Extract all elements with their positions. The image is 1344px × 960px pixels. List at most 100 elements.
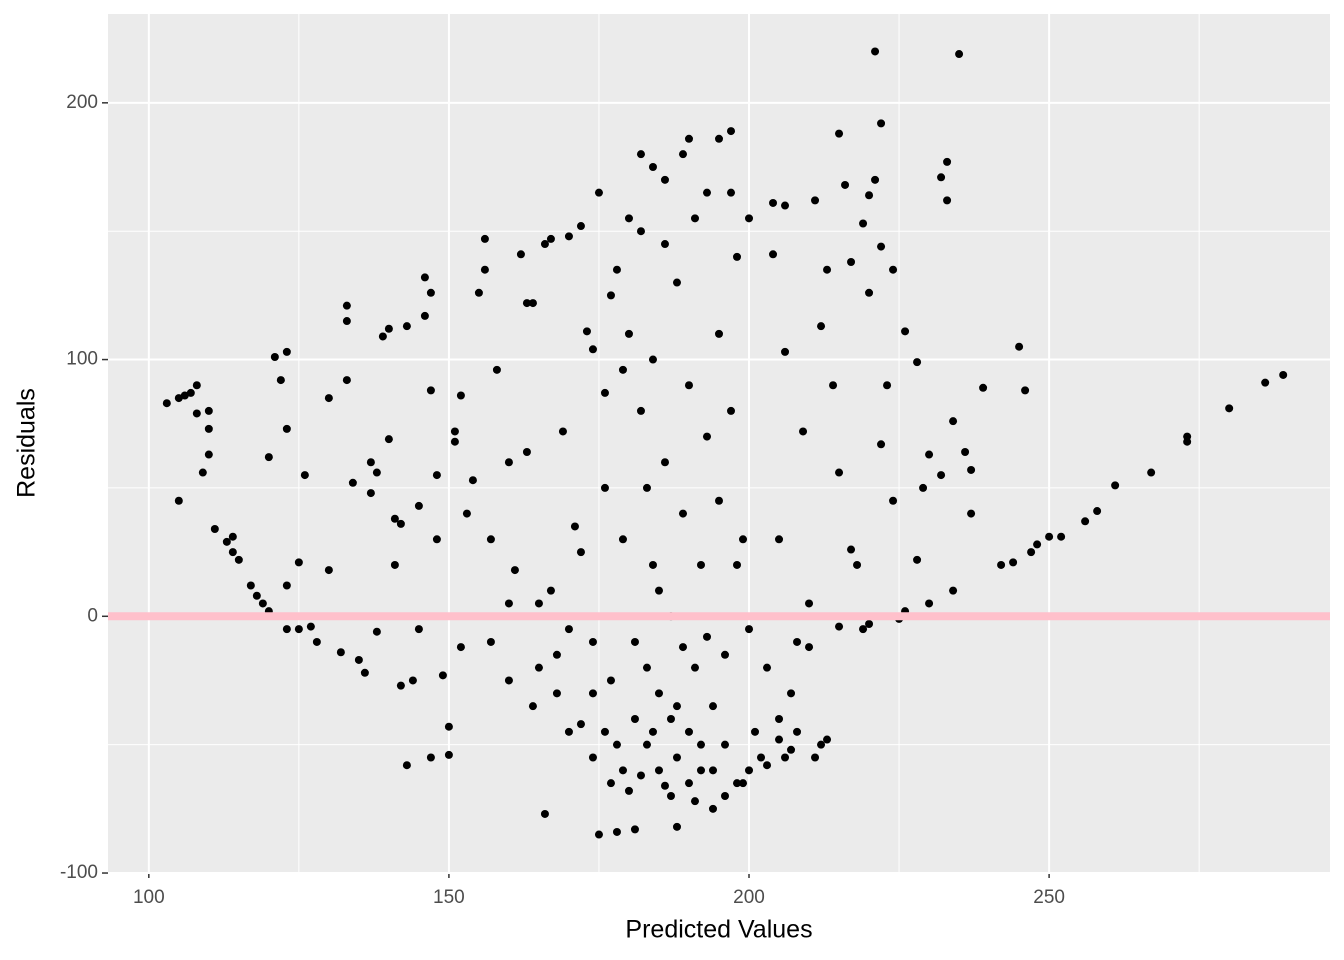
point (979, 383, 988, 392)
point (402, 761, 411, 770)
point (859, 625, 868, 634)
point (588, 345, 597, 354)
point (660, 240, 669, 249)
point (835, 129, 844, 138)
point (228, 532, 237, 541)
point (835, 622, 844, 631)
point (949, 586, 958, 595)
point (847, 545, 856, 554)
point (913, 555, 922, 564)
point (282, 581, 291, 590)
x-tick-label: 100 (133, 887, 165, 908)
point (805, 599, 814, 608)
point (660, 175, 669, 184)
point (522, 299, 531, 308)
point (835, 468, 844, 477)
point (372, 468, 381, 477)
point (943, 157, 952, 166)
point (426, 753, 435, 762)
point (654, 766, 663, 775)
point (606, 676, 615, 685)
point (570, 522, 579, 531)
point (708, 766, 717, 775)
point (186, 388, 195, 397)
point (486, 535, 495, 544)
point (294, 558, 303, 567)
point (594, 830, 603, 839)
point (390, 560, 399, 569)
point (678, 509, 687, 518)
point (745, 625, 754, 634)
point (504, 599, 513, 608)
point (534, 599, 543, 608)
point (715, 329, 723, 338)
point (504, 676, 513, 685)
point (967, 465, 976, 474)
point (192, 381, 201, 390)
point (642, 663, 651, 672)
point (162, 399, 171, 408)
point (204, 424, 213, 433)
point (546, 586, 555, 595)
point (564, 727, 573, 736)
point (763, 663, 772, 672)
y-tick-label: 100 (66, 349, 98, 370)
point (654, 586, 663, 595)
point (576, 720, 585, 729)
x-tick-label: 150 (433, 887, 465, 908)
point (540, 809, 549, 818)
point (702, 188, 711, 197)
point (877, 440, 886, 449)
point (300, 471, 309, 480)
y-tick-label: 200 (66, 92, 98, 113)
point (702, 432, 711, 441)
point (660, 458, 669, 467)
point (799, 427, 808, 436)
point (1147, 468, 1156, 477)
point (775, 735, 784, 744)
point (180, 391, 189, 400)
point (534, 663, 543, 672)
point (576, 548, 585, 557)
point (1183, 437, 1192, 446)
point (708, 702, 717, 711)
point (282, 625, 291, 634)
point (486, 637, 495, 646)
point (727, 188, 736, 197)
point (468, 476, 477, 485)
point (775, 535, 784, 544)
y-axis-label: Residuals (13, 388, 41, 498)
point (450, 437, 459, 446)
point (847, 258, 856, 267)
point (648, 355, 657, 364)
point (702, 632, 711, 641)
point (390, 514, 399, 523)
point (865, 191, 874, 200)
point (690, 214, 699, 223)
point (775, 714, 784, 723)
point (426, 288, 435, 297)
point (282, 424, 291, 433)
point (769, 250, 778, 259)
point (660, 781, 669, 790)
point (588, 753, 597, 762)
point (889, 265, 898, 274)
point (600, 388, 609, 397)
point (414, 501, 423, 510)
point (805, 643, 814, 652)
x-tick-label: 200 (733, 887, 765, 908)
point (721, 740, 730, 749)
point (793, 727, 802, 736)
point (817, 740, 826, 749)
point (1279, 370, 1288, 379)
point (342, 317, 351, 326)
point (672, 822, 681, 831)
point (1015, 342, 1024, 351)
point (781, 347, 790, 356)
point (480, 234, 489, 243)
point (823, 265, 832, 274)
point (528, 299, 537, 308)
point (745, 214, 754, 223)
point (919, 483, 928, 492)
